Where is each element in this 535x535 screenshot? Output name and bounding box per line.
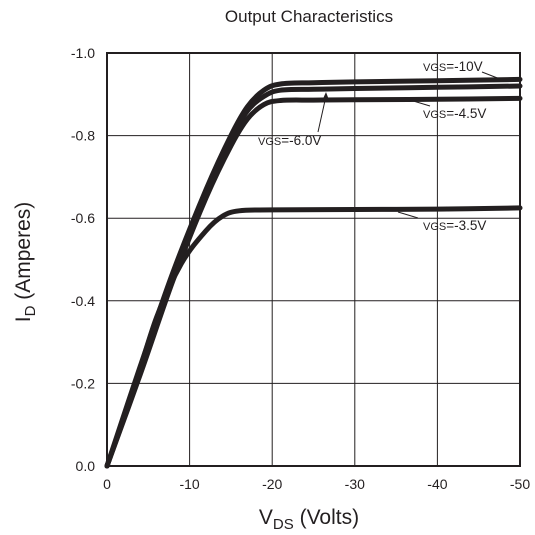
leader-vgs-6-0v: [317, 95, 327, 133]
leader-arrowhead: [322, 92, 329, 101]
y-tick-label: -0.4: [71, 293, 95, 309]
y-axis-label: ID (Amperes): [12, 202, 39, 323]
grid-lines: [107, 53, 520, 466]
x-tick-label: -50: [510, 476, 530, 492]
x-tick-label: -10: [179, 476, 199, 492]
leader-vgs-10v: [481, 71, 501, 80]
x-tick-label: -30: [345, 476, 365, 492]
plot-frame: [106, 52, 521, 467]
curve-vgs-3-5v: [104, 205, 523, 469]
leader-vgs-3-5v: [397, 211, 419, 219]
label-vgs-10v: VGS=-10V: [423, 59, 483, 74]
label-vgs-4-5v: VGS=-4.5V: [423, 106, 486, 121]
x-tick-labels: 0 -10 -20 -30 -40 -50: [103, 476, 530, 492]
data-curves: [104, 76, 523, 469]
chart-title: Output Characteristics: [225, 7, 393, 26]
x-tick-label: 0: [103, 476, 111, 492]
curve-vgs-4-5v: [104, 95, 523, 469]
label-vgs-6-0v: VGS=-6.0V: [258, 133, 321, 148]
x-tick-label: -20: [262, 476, 282, 492]
x-axis-label: VDS (Volts): [259, 506, 359, 533]
y-tick-label: -0.6: [71, 210, 95, 226]
y-tick-label: 0.0: [76, 458, 96, 474]
label-vgs-3-5v: VGS=-3.5V: [423, 218, 486, 233]
x-tick-label: -40: [427, 476, 447, 492]
y-tick-labels: 0.0 -0.2 -0.4 -0.6 -0.8 -1.0: [71, 45, 95, 474]
y-tick-label: -0.2: [71, 375, 95, 391]
y-tick-label: -0.8: [71, 128, 95, 144]
leader-vgs-4-5v: [409, 99, 431, 107]
y-tick-label: -1.0: [71, 45, 95, 61]
